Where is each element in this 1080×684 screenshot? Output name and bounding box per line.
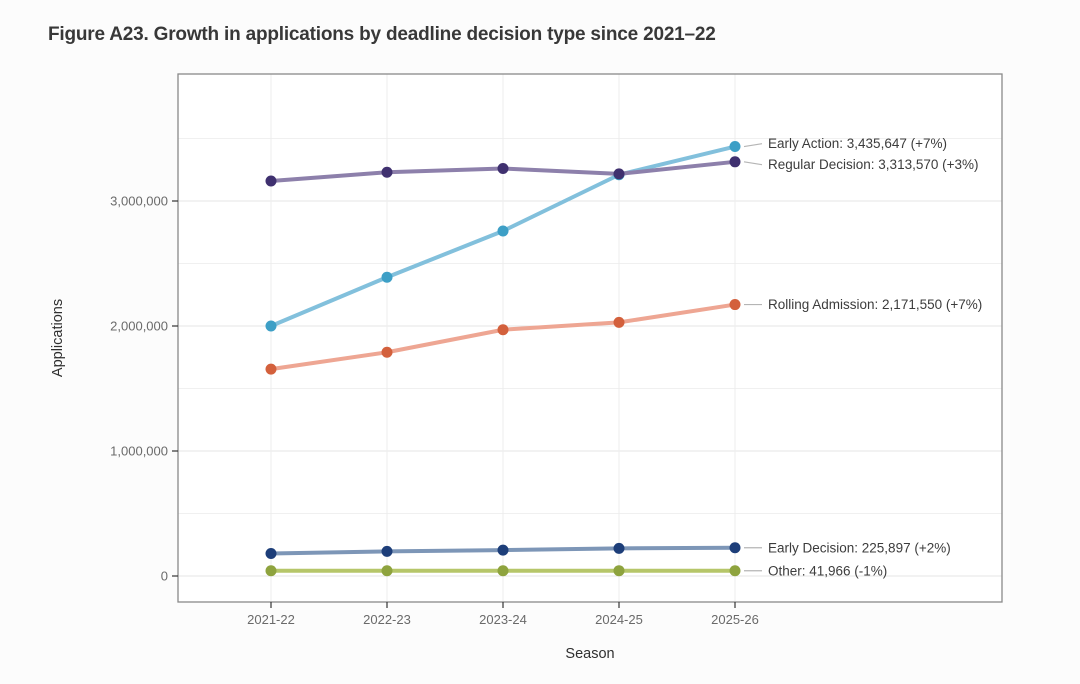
data-point-regular-decision	[497, 163, 509, 174]
series-annotation-early-decision: Early Decision: 225,897 (+2%)	[768, 540, 951, 555]
leader-line-regular-decision	[743, 161, 763, 166]
data-point-rolling-admission	[381, 346, 393, 358]
data-point-other	[265, 565, 277, 577]
data-point-early-action	[265, 320, 277, 332]
figure-title: Figure A23. Growth in applications by de…	[48, 24, 716, 45]
data-point-early-action	[729, 141, 741, 153]
x-tick-label: 2023-24	[479, 612, 527, 627]
x-tick-label: 2025-26	[711, 612, 759, 627]
data-point-rolling-admission	[265, 363, 277, 375]
data-point-early-action	[497, 225, 509, 237]
data-point-other	[729, 565, 741, 577]
x-tick-label: 2024-25	[595, 612, 643, 627]
data-point-early-decision	[729, 542, 741, 554]
x-axis-title: Season	[565, 646, 614, 662]
y-tick-label: 1,000,000	[110, 444, 168, 459]
series-annotation-rolling-admission: Rolling Admission: 2,171,550 (+7%)	[768, 297, 982, 312]
data-point-rolling-admission	[729, 299, 741, 311]
x-tick-label: 2021-22	[247, 612, 295, 627]
series-annotation-other: Other: 41,966 (-1%)	[768, 563, 887, 578]
data-point-early-decision	[497, 544, 509, 556]
data-point-regular-decision	[381, 166, 393, 178]
data-point-early-decision	[265, 548, 277, 559]
y-axis-title: Applications	[50, 299, 66, 377]
y-tick-label: 0	[161, 569, 168, 584]
data-point-early-action	[381, 271, 393, 283]
plot-panel	[178, 74, 1002, 602]
data-point-rolling-admission	[613, 316, 625, 328]
data-point-other	[613, 565, 625, 577]
data-point-other	[497, 565, 509, 577]
y-tick-label: 2,000,000	[110, 319, 168, 334]
data-point-regular-decision	[729, 156, 741, 168]
data-point-early-decision	[381, 545, 393, 557]
data-point-rolling-admission	[497, 324, 509, 336]
plot-panel-border	[177, 73, 1003, 603]
data-point-early-decision	[613, 542, 625, 554]
x-tick-label: 2022-23	[363, 612, 411, 627]
leader-line-early-action	[743, 143, 763, 148]
data-point-other	[381, 565, 393, 577]
series-annotation-early-action: Early Action: 3,435,647 (+7%)	[768, 136, 947, 151]
series-annotation-regular-decision: Regular Decision: 3,313,570 (+3%)	[768, 157, 979, 172]
data-point-regular-decision	[265, 175, 277, 187]
data-point-regular-decision	[613, 168, 625, 180]
y-tick-label: 3,000,000	[110, 194, 168, 209]
